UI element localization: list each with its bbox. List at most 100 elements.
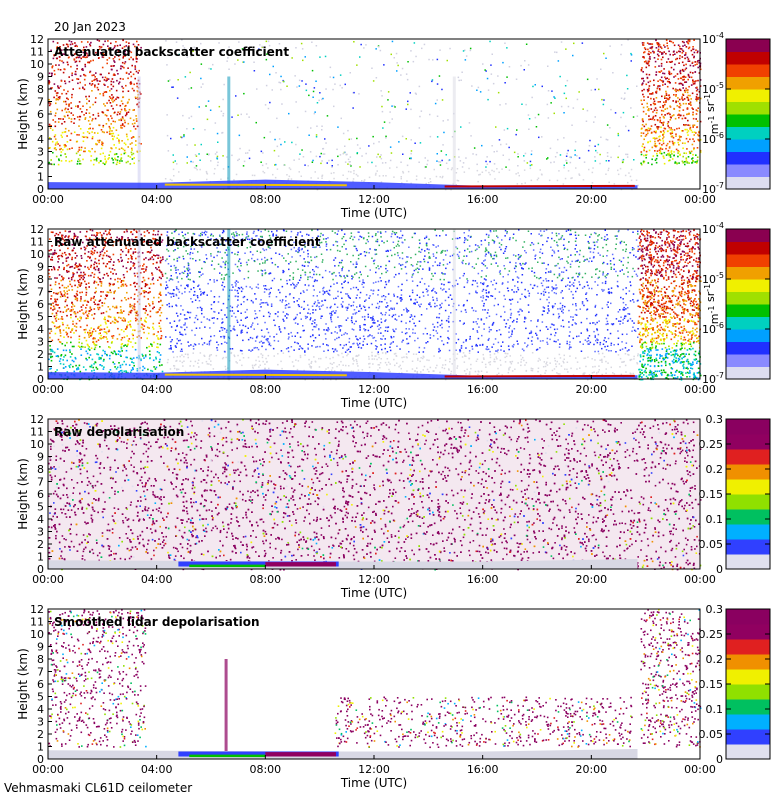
colorbar-swatch	[726, 554, 770, 570]
x-tick-label: 00:00	[32, 763, 64, 776]
y-tick-label: 1	[37, 171, 44, 184]
colorbar-swatch	[726, 494, 770, 510]
y-tick-label: 6	[37, 298, 44, 311]
colorbar-tick-label: 0.25	[699, 628, 724, 641]
colorbar-swatch	[726, 654, 770, 670]
colorbar-swatch	[726, 366, 770, 380]
colorbar-swatch	[726, 51, 770, 65]
colorbar-tick-label: 0.05	[699, 728, 724, 741]
colorbar-swatch	[726, 449, 770, 465]
y-tick-label: 9	[37, 71, 44, 84]
y-tick-label: 1	[37, 551, 44, 564]
y-tick-label: 9	[37, 451, 44, 464]
x-tick-label: 04:00	[141, 193, 173, 206]
colorbar-swatch	[726, 434, 770, 450]
colorbar-tick-label: 10-4	[702, 221, 724, 236]
x-tick-label: 12:00	[358, 573, 390, 586]
x-tick-label: 16:00	[467, 573, 499, 586]
x-tick-label: 20:00	[575, 193, 607, 206]
plot-area	[48, 39, 702, 191]
colorbar-swatch	[726, 126, 770, 140]
y-tick-label: 8	[37, 463, 44, 476]
x-tick-label: 08:00	[249, 763, 281, 776]
plot-area	[48, 609, 702, 759]
colorbar-tick-label: 10-4	[702, 31, 724, 46]
colorbar-swatch	[726, 64, 770, 77]
panel-title: Raw attenuated backscatter coefficient	[54, 235, 321, 249]
y-tick-label: 10	[30, 58, 44, 71]
x-axis-label: Time (UTC)	[340, 586, 407, 600]
colorbar-tick-label: 0.3	[706, 413, 724, 426]
x-tick-label: 00:00	[684, 573, 716, 586]
colorbar-swatch	[726, 101, 770, 115]
x-tick-label: 16:00	[467, 383, 499, 396]
x-axis-label: Time (UTC)	[340, 396, 407, 410]
x-tick-label: 20:00	[575, 763, 607, 776]
y-tick-label: 8	[37, 83, 44, 96]
date-label: 20 Jan 2023	[54, 20, 126, 34]
y-tick-label: 0	[37, 373, 44, 386]
colorbar-swatch	[726, 509, 770, 525]
y-tick-label: 7	[37, 476, 44, 489]
colorbar-unit: m-1 sr-1	[703, 94, 721, 134]
colorbar-tick-label: 10-6	[702, 131, 724, 146]
x-tick-label: 00:00	[684, 383, 716, 396]
y-tick-label: 12	[30, 413, 44, 426]
y-tick-label: 5	[37, 691, 44, 704]
colorbar-swatch	[726, 279, 770, 292]
y-tick-label: 3	[37, 146, 44, 159]
colorbar-tick-label: 0.1	[706, 513, 724, 526]
colorbar-swatch	[726, 89, 770, 102]
y-tick-label: 12	[30, 223, 44, 236]
x-axis-label: Time (UTC)	[340, 206, 407, 220]
panel-title: Raw depolarisation	[54, 425, 184, 439]
colorbar-frame	[725, 228, 771, 380]
y-tick-label: 2	[37, 728, 44, 741]
y-tick-label: 3	[37, 526, 44, 539]
panel-title: Attenuated backscatter coefficient	[54, 45, 289, 59]
colorbar-swatch	[726, 151, 770, 165]
y-tick-label: 2	[37, 538, 44, 551]
y-tick-label: 6	[37, 108, 44, 121]
colorbar-swatch	[726, 164, 770, 177]
colorbar-tick-label: 10-5	[702, 271, 724, 286]
x-tick-label: 12:00	[358, 763, 390, 776]
y-tick-label: 11	[30, 236, 44, 249]
x-tick-label: 16:00	[467, 193, 499, 206]
y-axis-label: Height (km)	[16, 458, 30, 529]
y-tick-label: 6	[37, 678, 44, 691]
y-tick-label: 8	[37, 273, 44, 286]
colorbar-tick-label: 10-5	[702, 81, 724, 96]
x-tick-label: 00:00	[32, 193, 64, 206]
y-tick-label: 6	[37, 488, 44, 501]
y-tick-label: 7	[37, 666, 44, 679]
x-tick-label: 04:00	[141, 383, 173, 396]
station-label: Vehmasmaki CL61D ceilometer	[4, 781, 193, 795]
colorbar-swatch	[726, 291, 770, 305]
y-tick-label: 11	[30, 616, 44, 629]
colorbar-tick-label: 0.05	[699, 538, 724, 551]
colorbar-swatch	[726, 624, 770, 640]
colorbar-swatch	[726, 114, 770, 127]
colorbar-swatch	[726, 329, 770, 342]
colorbar-swatch	[726, 304, 770, 317]
y-tick-label: 4	[37, 323, 44, 336]
y-tick-label: 3	[37, 336, 44, 349]
colorbar-frame	[725, 38, 771, 190]
colorbar: 0 0.05 0.1 0.15 0.2 0.25 0.3	[699, 603, 771, 766]
colorbar-swatch	[726, 229, 770, 242]
colorbar-tick-label: 0.3	[706, 603, 724, 616]
y-tick-label: 3	[37, 716, 44, 729]
colorbar-tick-label: 0	[716, 563, 723, 576]
colorbar-swatch	[726, 354, 770, 367]
y-tick-label: 12	[30, 33, 44, 46]
x-axis-label: Time (UTC)	[340, 776, 407, 790]
colorbar-swatch	[726, 524, 770, 540]
colorbar-swatch	[726, 639, 770, 655]
y-tick-label: 0	[37, 753, 44, 766]
colorbar-swatch	[726, 684, 770, 700]
y-tick-label: 4	[37, 133, 44, 146]
x-tick-label: 00:00	[684, 193, 716, 206]
